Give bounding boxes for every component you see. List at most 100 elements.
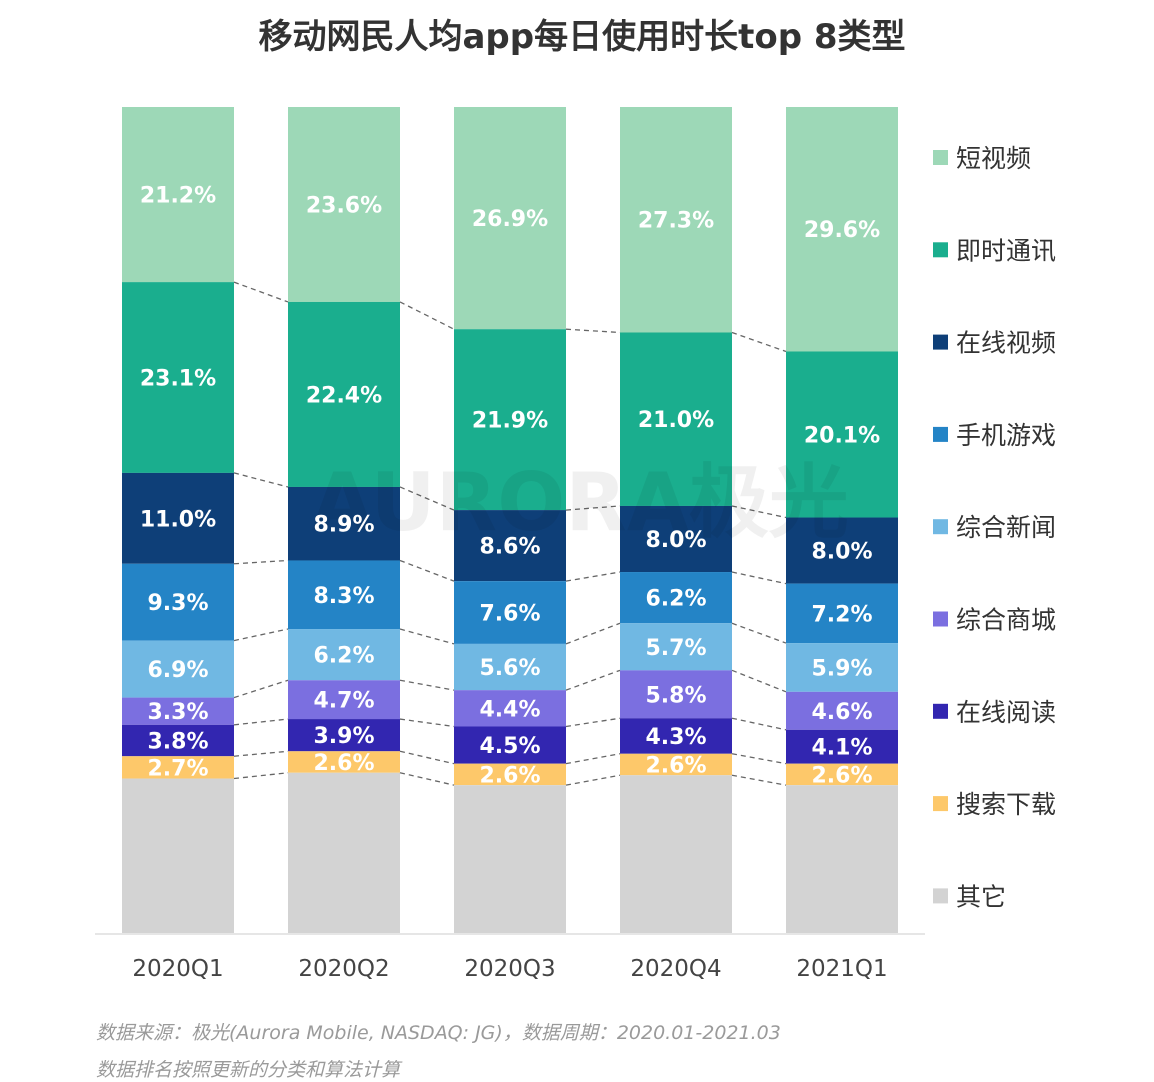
bar-segment	[122, 107, 234, 283]
bar-segment	[122, 563, 234, 641]
x-tick-label: 2021Q1	[796, 956, 887, 982]
data-label: 4.3%	[645, 725, 706, 750]
data-label: 6.2%	[645, 587, 706, 612]
bar-segment	[620, 332, 732, 506]
bar-segment	[122, 640, 234, 698]
data-label: 8.6%	[479, 535, 540, 560]
connector-line	[731, 774, 787, 786]
bar-segment	[288, 751, 400, 773]
data-label: 7.2%	[811, 602, 872, 627]
connector-line	[565, 571, 621, 582]
data-label: 23.6%	[306, 193, 382, 218]
data-label: 2.6%	[479, 763, 540, 788]
data-label: 2.6%	[811, 763, 872, 788]
connector-line	[731, 717, 787, 731]
x-ticks-group: 2020Q1 2020Q2 2020Q3 2020Q4 2021Q1	[132, 956, 887, 982]
connector-line	[731, 571, 787, 585]
bar-segment	[620, 572, 732, 624]
data-label: 22.4%	[306, 383, 382, 408]
chart-title: 移动网民人均app每日使用时长top 8类型	[258, 17, 905, 57]
data-label: 26.9%	[472, 207, 548, 232]
legend-swatch	[933, 426, 948, 442]
connector-line	[565, 717, 621, 728]
bar-segment	[786, 517, 898, 584]
data-label: 29.6%	[804, 218, 880, 243]
data-label: 21.9%	[472, 409, 548, 434]
x-tick-label: 2020Q2	[298, 956, 389, 982]
bar-segment	[454, 510, 566, 582]
bar-segment	[786, 107, 898, 352]
bar-segment	[288, 629, 400, 681]
data-label: 2.6%	[645, 753, 706, 778]
data-label: 4.1%	[811, 736, 872, 761]
connector-line	[731, 622, 787, 644]
data-label: 4.5%	[479, 734, 540, 759]
legend-swatch	[933, 888, 948, 904]
data-label: 21.2%	[140, 184, 216, 209]
data-label: 2.6%	[313, 751, 374, 776]
bar-segment	[786, 643, 898, 692]
bar-segment	[288, 680, 400, 720]
data-label: 6.2%	[313, 644, 374, 669]
data-label: 8.0%	[811, 540, 872, 565]
data-label: 3.3%	[147, 700, 208, 725]
data-label: 9.3%	[147, 591, 208, 616]
data-label: 27.3%	[638, 209, 714, 234]
connector-line	[565, 669, 621, 691]
data-label: 8.0%	[645, 528, 706, 553]
legend-label: 在线视频	[956, 329, 1056, 358]
connector-line	[233, 750, 289, 757]
bar-segment	[620, 107, 732, 333]
bar-segment	[122, 282, 234, 473]
legend-label: 综合新闻	[956, 513, 1056, 542]
bar-segment	[454, 329, 566, 511]
connector-line	[399, 679, 455, 691]
bar-segment	[620, 775, 732, 933]
data-label: 20.1%	[804, 424, 880, 449]
bar-segment	[288, 719, 400, 752]
bar-segment	[786, 691, 898, 730]
bar-segment	[454, 581, 566, 644]
data-label: 3.9%	[313, 724, 374, 749]
connector-line	[565, 328, 621, 334]
connector-line	[731, 753, 787, 765]
legend-label: 综合商城	[956, 606, 1056, 635]
labels-group: 21.2% 23.1% 11.0% 9.3% 6.9% 3.3% 3.8%2.7% 23.6%…	[140, 184, 880, 789]
legend-swatch	[933, 796, 948, 812]
bar-segment	[620, 505, 732, 573]
data-label: 23.1%	[140, 367, 216, 392]
data-label: 7.6%	[479, 602, 540, 627]
data-label: 3.8%	[147, 730, 208, 755]
bar-segment	[122, 778, 234, 933]
connector-line	[233, 472, 289, 488]
bar-segment	[288, 107, 400, 302]
bars-group	[122, 107, 898, 933]
footer-source: 数据来源：极光(Aurora Mobile, NASDAQ: JG)，数据周期：…	[96, 1022, 781, 1044]
legend-label: 搜索下载	[956, 790, 1056, 819]
connector-line	[233, 628, 289, 642]
bar-segment	[122, 756, 234, 779]
bar-segment	[122, 697, 234, 725]
data-label: 4.7%	[313, 689, 374, 714]
connectors-group	[233, 281, 787, 786]
legend-swatch	[933, 242, 948, 258]
connector-line	[731, 331, 787, 353]
legend-swatch	[933, 611, 948, 627]
connector-line	[233, 718, 289, 726]
bar-segment	[122, 472, 234, 564]
data-label: 5.9%	[811, 656, 872, 681]
connector-line	[233, 772, 289, 780]
connector-line	[731, 669, 787, 693]
data-label: 5.7%	[645, 636, 706, 661]
bar-segment	[288, 560, 400, 630]
connector-line	[565, 622, 621, 645]
legend-swatch	[933, 150, 948, 165]
bar-segment	[620, 718, 732, 754]
data-label: 6.9%	[147, 658, 208, 683]
bar-segment	[122, 724, 234, 757]
bar-segment	[454, 690, 566, 727]
connector-line	[399, 486, 455, 511]
x-tick-label: 2020Q4	[630, 956, 721, 982]
legend-swatch	[933, 519, 948, 535]
